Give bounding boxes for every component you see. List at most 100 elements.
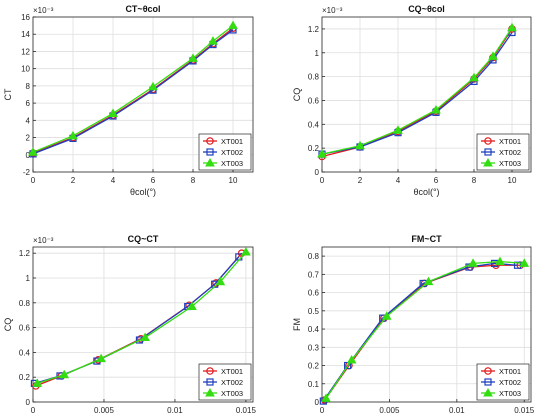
x-tick-label: 0	[320, 406, 325, 415]
legend-label: XT002	[221, 148, 243, 157]
x-tick-label: 10	[508, 176, 517, 185]
y-tick-label: 1.2	[308, 25, 320, 34]
y-tick-label: 0.8	[308, 73, 320, 82]
y-tick-label: 0	[315, 398, 320, 407]
y-axis-label: FM	[292, 318, 302, 331]
x-tick-label: 0	[320, 176, 325, 185]
y-tick-label: 2	[26, 134, 31, 143]
y-tick-label: 0.7	[308, 270, 320, 279]
y-tick-label: 8	[26, 82, 31, 91]
y-tick-label: 0.3	[308, 343, 320, 352]
data-point	[321, 393, 331, 402]
legend-label: XT001	[221, 137, 243, 146]
y-tick-label: 0.4	[308, 325, 320, 334]
series-xt003	[317, 22, 517, 158]
y-tick-label: 12	[21, 47, 30, 56]
data-point	[488, 51, 498, 60]
legend-label: XT001	[499, 367, 521, 376]
data-point	[355, 140, 365, 150]
x-tick-label: 8	[191, 176, 196, 185]
y-tick-label: 0.4	[19, 348, 31, 357]
legend-label: XT003	[499, 389, 521, 398]
data-point	[317, 149, 327, 158]
legend: XT001 XT002 XT003	[476, 133, 530, 171]
data-point	[469, 72, 479, 82]
legend-marker	[205, 387, 215, 397]
x-tick-label: 0.01	[449, 406, 465, 415]
data-point	[393, 125, 403, 134]
y-tick-label: 0.8	[308, 252, 320, 261]
data-point	[431, 104, 441, 114]
y-tick-label: 0.2	[308, 144, 320, 153]
axes-box	[321, 246, 532, 403]
legend-marker	[484, 378, 492, 386]
legend-marker	[484, 137, 492, 145]
data-point	[465, 263, 473, 271]
legend: XT001 XT002 XT003	[198, 133, 252, 171]
y-tick-label: 1	[26, 274, 31, 283]
x-tick-label: 8	[472, 176, 477, 185]
data-point	[188, 53, 198, 62]
x-tick-label: 0.005	[379, 406, 400, 415]
y-axis-label: CQ	[292, 88, 302, 102]
y-tick-label: 0.2	[308, 362, 320, 371]
axes-box	[32, 16, 254, 173]
y-tick-label: 6	[26, 99, 31, 108]
legend-marker	[484, 367, 492, 375]
x-tick-label: 2	[358, 176, 363, 185]
data-point	[495, 256, 505, 266]
x-tick-label: 0	[31, 406, 36, 415]
data-point	[241, 246, 251, 256]
chart-panel-3: 0 0.005 0.01 0.015 0 0.2 0.4 0.6 0.8 1 1.2×10⁻³ CQ~…	[3, 234, 256, 418]
legend-label: XT002	[499, 378, 521, 387]
legend-label: XT003	[499, 159, 521, 168]
data-point	[140, 332, 150, 342]
legend-marker	[205, 157, 215, 167]
y-tick-label: 1	[315, 49, 320, 58]
data-point	[96, 353, 106, 363]
chart-title: CT~θcol	[125, 4, 160, 14]
x-axis-label: θcol(°)	[130, 187, 156, 197]
y-tick-label: 1.2	[19, 249, 31, 258]
x-axis-label: θcol(°)	[413, 187, 439, 197]
legend-label: XT001	[499, 137, 521, 146]
y-tick-label: 0.5	[308, 307, 320, 316]
y-tick-label: 0.4	[308, 120, 320, 129]
x-tick-label: 0.01	[167, 406, 183, 415]
data-point	[32, 378, 43, 387]
data-point	[228, 20, 238, 30]
x-tick-label: 6	[151, 176, 156, 185]
data-point	[108, 108, 118, 117]
chart-panel-4: 0 0.005 0.01 0.015 0 0.1 0.2 0.3 0.4 0.5 0.6 0.7 0.8…	[292, 234, 535, 418]
x-tick-label: 0	[31, 176, 36, 185]
data-point	[68, 130, 78, 140]
y-tick-label: 0.1	[308, 380, 320, 389]
y-tick-label: 0.6	[308, 96, 320, 105]
x-tick-label: 2	[71, 176, 76, 185]
x-tick-label: 0.015	[514, 406, 535, 415]
legend-marker	[206, 367, 214, 375]
data-point	[28, 147, 38, 156]
y-tick-label: 0	[26, 151, 31, 160]
axes-box	[321, 16, 532, 173]
x-tick-label: 0.005	[94, 406, 115, 415]
data-point	[423, 276, 434, 286]
y-tick-label: 16	[21, 13, 30, 22]
y-tick-label: 0.6	[308, 289, 320, 298]
legend-label: XT003	[221, 159, 243, 168]
y-exponent-label: ×10⁻³	[33, 6, 54, 15]
legend-marker	[483, 387, 493, 397]
chart-title: CQ~CT	[128, 234, 159, 244]
data-point	[59, 369, 70, 379]
y-tick-label: 10	[21, 65, 30, 74]
data-point	[381, 311, 392, 320]
y-tick-label: 14	[21, 30, 30, 39]
x-tick-label: 10	[229, 176, 238, 185]
data-point	[346, 355, 357, 364]
x-tick-label: 0.015	[236, 406, 257, 415]
data-point	[187, 301, 197, 311]
legend-marker	[206, 137, 214, 145]
y-exponent-label: ×10⁻³	[322, 6, 343, 15]
